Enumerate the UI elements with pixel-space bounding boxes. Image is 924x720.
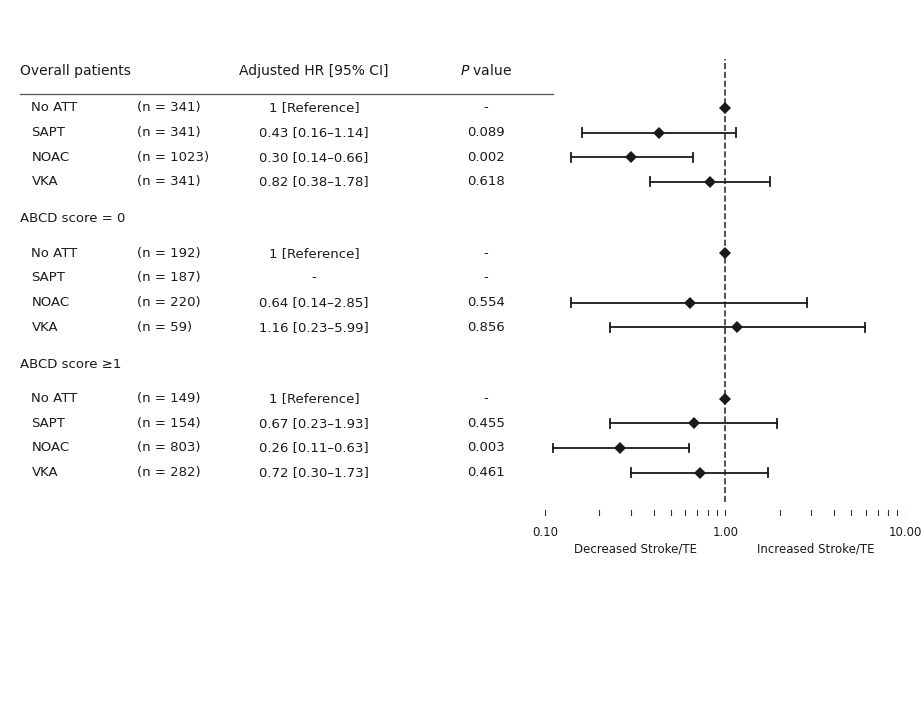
Text: -: - <box>483 102 489 114</box>
Text: No ATT: No ATT <box>31 392 78 405</box>
Text: 0.43 [0.16–1.14]: 0.43 [0.16–1.14] <box>260 126 369 139</box>
Text: 0.089: 0.089 <box>468 126 505 139</box>
Text: (n = 803): (n = 803) <box>137 441 201 454</box>
Text: 0.26 [0.11–0.63]: 0.26 [0.11–0.63] <box>260 441 369 454</box>
Text: Decreased Stroke/TE: Decreased Stroke/TE <box>574 543 697 556</box>
Text: -: - <box>483 271 489 284</box>
Text: 0.002: 0.002 <box>468 150 505 163</box>
Text: -: - <box>311 271 317 284</box>
Text: (n = 341): (n = 341) <box>137 126 201 139</box>
Text: 0.554: 0.554 <box>468 296 505 309</box>
Text: 1 [Reference]: 1 [Reference] <box>269 392 359 405</box>
Text: (n = 187): (n = 187) <box>137 271 201 284</box>
Text: VKA: VKA <box>31 175 58 189</box>
Text: 0.618: 0.618 <box>468 175 505 189</box>
Text: ABCD score ≥1: ABCD score ≥1 <box>20 358 122 371</box>
Text: 0.461: 0.461 <box>468 466 505 479</box>
Text: Overall patients: Overall patients <box>20 64 131 78</box>
Text: 1.16 [0.23–5.99]: 1.16 [0.23–5.99] <box>260 320 369 333</box>
Text: (n = 154): (n = 154) <box>137 417 201 430</box>
Text: 1 [Reference]: 1 [Reference] <box>269 102 359 114</box>
Text: 0.003: 0.003 <box>468 441 505 454</box>
Text: NOAC: NOAC <box>31 150 69 163</box>
Text: 0.455: 0.455 <box>468 417 505 430</box>
Text: NOAC: NOAC <box>31 441 69 454</box>
Text: No ATT: No ATT <box>31 102 78 114</box>
Text: 0.30 [0.14–0.66]: 0.30 [0.14–0.66] <box>260 150 369 163</box>
Text: (n = 149): (n = 149) <box>137 392 201 405</box>
Text: (n = 59): (n = 59) <box>137 320 192 333</box>
Text: (n = 341): (n = 341) <box>137 175 201 189</box>
Text: (n = 341): (n = 341) <box>137 102 201 114</box>
Text: 0.856: 0.856 <box>468 320 505 333</box>
Text: ABCD score = 0: ABCD score = 0 <box>20 212 126 225</box>
Text: 0.72 [0.30–1.73]: 0.72 [0.30–1.73] <box>260 466 369 479</box>
Text: VKA: VKA <box>31 320 58 333</box>
Text: 0.82 [0.38–1.78]: 0.82 [0.38–1.78] <box>260 175 369 189</box>
Text: VKA: VKA <box>31 466 58 479</box>
Text: 1.00: 1.00 <box>712 526 738 539</box>
Text: 0.10: 0.10 <box>532 526 558 539</box>
Text: (n = 192): (n = 192) <box>137 247 201 260</box>
Text: 1 [Reference]: 1 [Reference] <box>269 247 359 260</box>
Text: 0.64 [0.14–2.85]: 0.64 [0.14–2.85] <box>260 296 369 309</box>
Text: 10.00: 10.00 <box>889 526 922 539</box>
Text: Adjusted HR [95% CI]: Adjusted HR [95% CI] <box>239 64 389 78</box>
Text: (n = 1023): (n = 1023) <box>137 150 209 163</box>
Text: (n = 220): (n = 220) <box>137 296 201 309</box>
Text: -: - <box>483 247 489 260</box>
Text: $\it{P}$ value: $\it{P}$ value <box>460 63 512 78</box>
Text: -: - <box>483 392 489 405</box>
Text: SAPT: SAPT <box>31 271 66 284</box>
Text: No ATT: No ATT <box>31 247 78 260</box>
Text: NOAC: NOAC <box>31 296 69 309</box>
Text: 0.67 [0.23–1.93]: 0.67 [0.23–1.93] <box>260 417 369 430</box>
Text: (n = 282): (n = 282) <box>137 466 201 479</box>
Text: SAPT: SAPT <box>31 417 66 430</box>
Text: SAPT: SAPT <box>31 126 66 139</box>
Text: Increased Stroke/TE: Increased Stroke/TE <box>757 543 874 556</box>
